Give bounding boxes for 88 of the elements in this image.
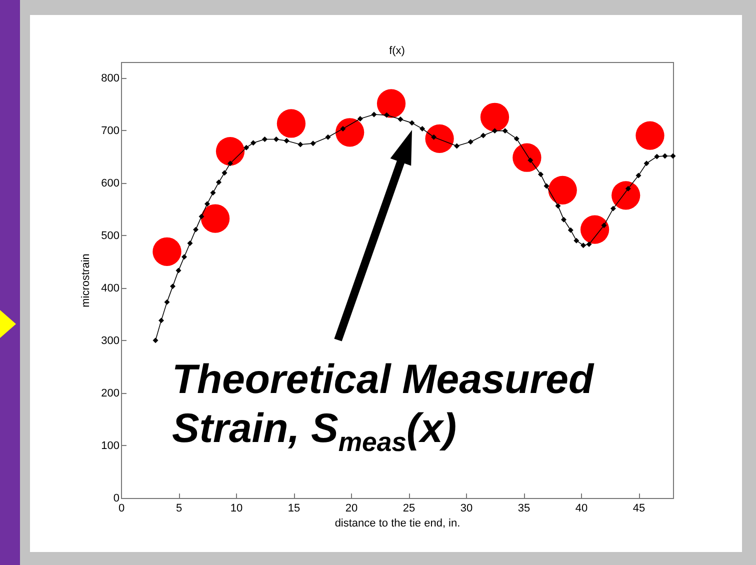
point: [384, 112, 390, 118]
point: [210, 190, 216, 196]
y-tick-label: 600: [101, 177, 120, 190]
y-tick-label: 300: [101, 334, 120, 347]
y-tick-label: 800: [101, 72, 120, 84]
point: [216, 180, 222, 186]
point: [612, 181, 640, 210]
point: [512, 143, 542, 172]
y-tick-label: 200: [101, 387, 120, 400]
point: [425, 124, 454, 153]
point: [601, 222, 607, 228]
point: [187, 240, 193, 246]
annotation: Theoretical Measured Strain, S$_{meas}$(x): [172, 355, 596, 460]
x-tick-label: 15: [288, 502, 300, 514]
point: [262, 136, 268, 142]
point: [514, 136, 520, 142]
point: [336, 118, 364, 147]
y-tick-label: 500: [101, 230, 120, 242]
point: [654, 154, 660, 160]
point: [555, 203, 561, 209]
point: [284, 138, 290, 144]
point: [276, 109, 306, 138]
point: [480, 132, 486, 138]
point: [152, 237, 182, 266]
point: [538, 172, 544, 178]
point: [580, 215, 610, 244]
point: [398, 116, 404, 122]
point: [176, 268, 182, 274]
point: [468, 139, 474, 145]
point: [568, 227, 574, 233]
x-tick-label: 25: [402, 502, 416, 514]
point: [340, 126, 346, 132]
point: [492, 128, 498, 134]
point: [480, 102, 510, 132]
chart-title: f(x): [389, 45, 405, 57]
x-tick-label: 45: [632, 502, 646, 514]
point: [574, 238, 580, 244]
x-tick-label: 35: [518, 502, 530, 514]
point: [200, 204, 230, 233]
point: [586, 242, 592, 248]
point: [228, 160, 233, 166]
point: [502, 128, 508, 134]
y-tick-label: 400: [101, 282, 120, 294]
point: [222, 170, 228, 176]
point: [250, 140, 256, 146]
y-tick-label: 700: [101, 124, 120, 137]
point: [625, 186, 631, 192]
point: [198, 214, 204, 220]
point: [561, 216, 566, 222]
point: [409, 120, 415, 126]
point: [170, 284, 176, 290]
point: [662, 153, 668, 159]
x-axis-title: distance to the tie end, in.: [334, 518, 460, 530]
x-tick-label: 30: [460, 502, 473, 514]
point: [204, 201, 210, 207]
point: [431, 134, 437, 140]
point: [636, 172, 642, 178]
point: [216, 137, 245, 166]
point: [244, 144, 250, 150]
point: [274, 136, 279, 142]
point: [376, 89, 406, 118]
x-tick-label: 40: [575, 502, 588, 514]
point: [548, 176, 577, 204]
point: [610, 206, 616, 212]
point: [158, 318, 164, 324]
point: [371, 112, 377, 118]
y-tick-label: 0: [113, 492, 120, 504]
point: [310, 140, 316, 146]
point: [644, 160, 650, 166]
x-tick-label: 20: [345, 502, 358, 514]
point: [182, 254, 187, 260]
point: [580, 242, 586, 248]
point: [325, 134, 331, 140]
point: [670, 153, 676, 159]
x-tick-label: 10: [230, 502, 243, 514]
point: [636, 121, 664, 150]
point: [298, 142, 304, 148]
point: [193, 226, 198, 232]
point: [544, 183, 550, 189]
point: [164, 299, 170, 305]
point: [420, 126, 426, 132]
point: [454, 143, 460, 149]
y-axis-title: microstrain: [80, 254, 92, 308]
point: [357, 116, 363, 122]
point: [152, 338, 158, 344]
y-tick-label: 100: [101, 440, 120, 452]
point: [528, 157, 534, 163]
x-tick-label: 5: [176, 502, 182, 514]
